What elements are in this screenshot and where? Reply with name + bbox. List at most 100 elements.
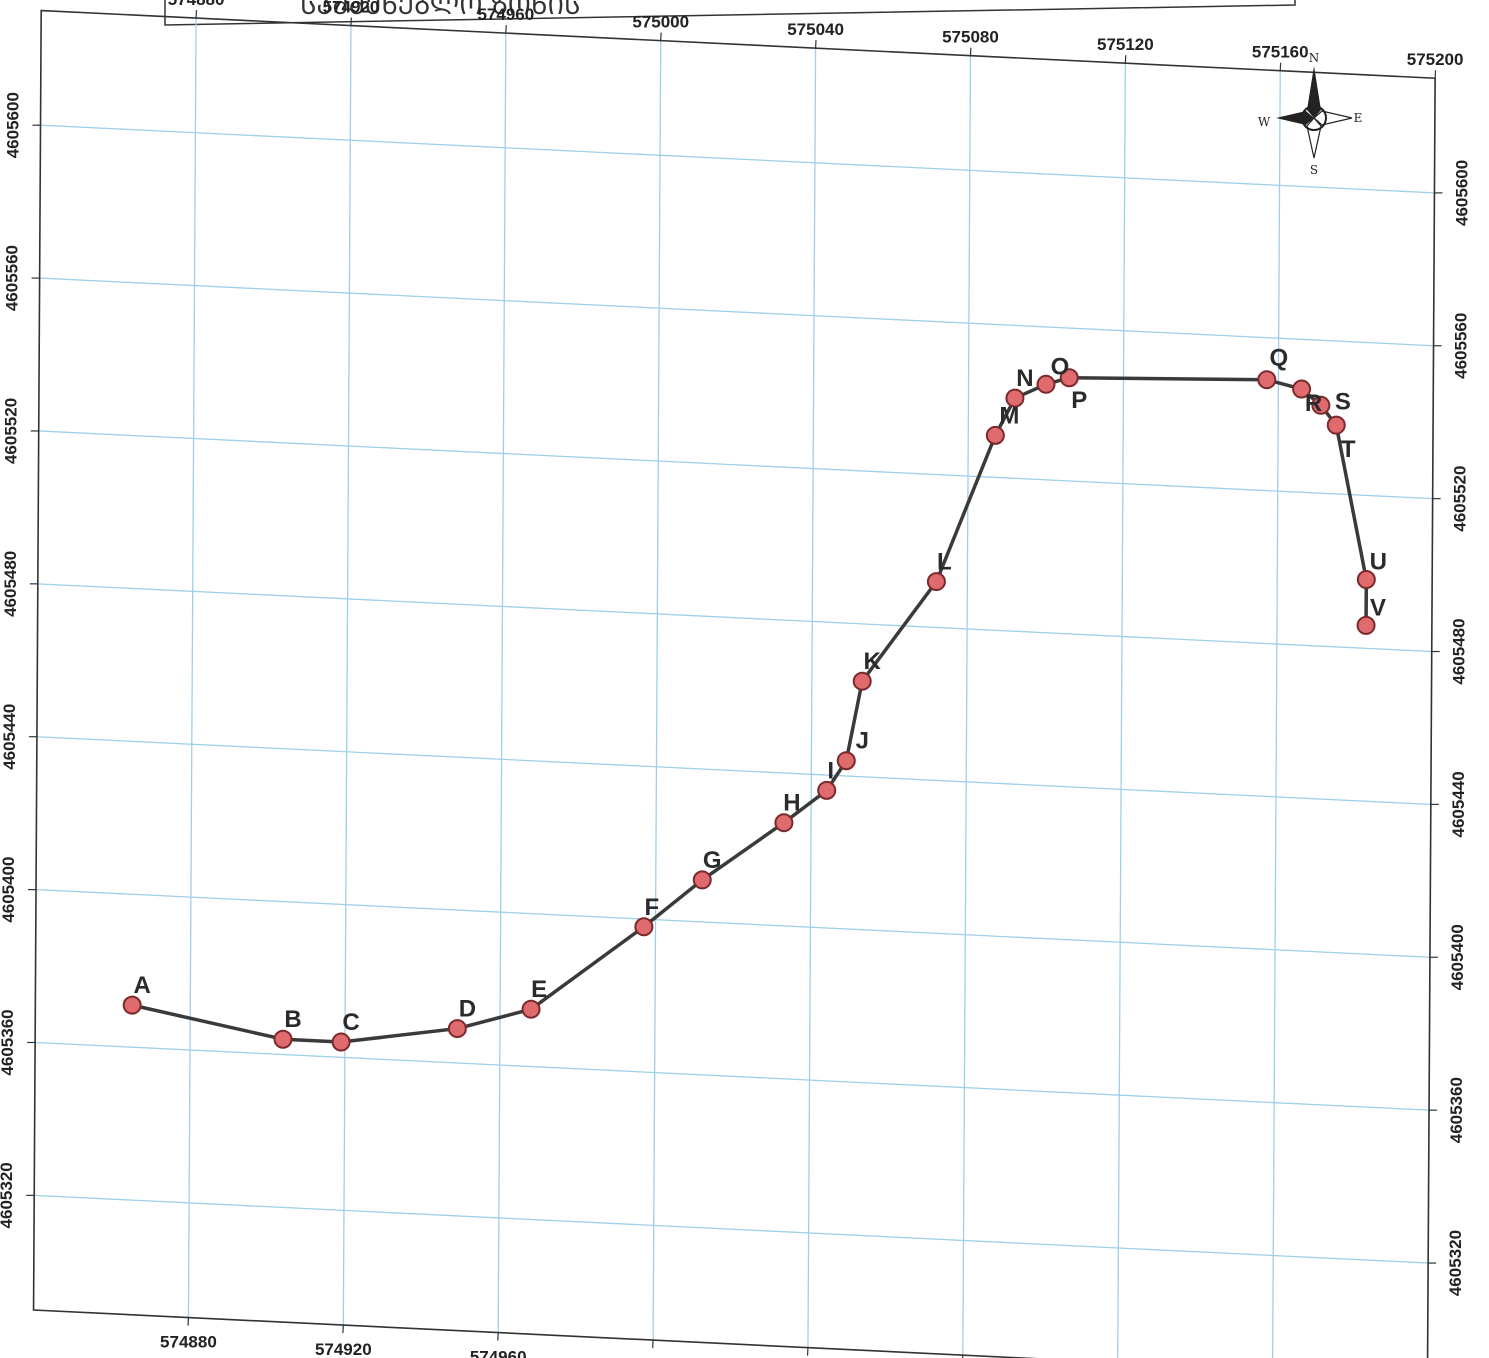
compass-label-w: W bbox=[1258, 115, 1271, 129]
compass-label-n: N bbox=[1309, 51, 1320, 65]
route-point-r bbox=[1292, 379, 1312, 399]
y-tick-label-right: 4605400 bbox=[1448, 924, 1467, 990]
route-line bbox=[131, 376, 1369, 1044]
route-point-p bbox=[1059, 368, 1079, 388]
grid-line-x bbox=[1272, 70, 1281, 1358]
point-label-h: H bbox=[783, 790, 800, 817]
x-tick-label-bottom: 574920 bbox=[315, 1340, 372, 1358]
grid-lines bbox=[34, 18, 1436, 1358]
point-label-u: U bbox=[1370, 549, 1387, 576]
grid-line-x bbox=[652, 40, 662, 1341]
point-label-a: A bbox=[133, 972, 150, 999]
y-tick-label-left: 4605560 bbox=[3, 245, 22, 311]
grid-line-y bbox=[40, 124, 1435, 194]
title-box-border bbox=[164, 0, 1296, 26]
route-point-j bbox=[836, 751, 856, 771]
grid-line-y bbox=[36, 736, 1431, 806]
north-arrow: N S E W bbox=[1258, 51, 1363, 177]
point-label-d: D bbox=[459, 996, 476, 1023]
point-label-c: C bbox=[342, 1009, 359, 1036]
point-label-j: J bbox=[856, 728, 869, 755]
y-tick-label-left: 4605480 bbox=[1, 551, 20, 617]
frame-border bbox=[32, 9, 1436, 1358]
route-point-k bbox=[852, 671, 872, 691]
title-box: ᲡᲐᲛᲨᲔᲜᲔᲑᲚᲝ ᲖᲝᲜᲘᲡ bbox=[164, 0, 1296, 26]
compass-label-s: S bbox=[1310, 163, 1318, 177]
grid-line-x bbox=[962, 55, 972, 1356]
route-point-g bbox=[692, 870, 712, 890]
grid-line-x bbox=[807, 48, 817, 1348]
route-point-u bbox=[1356, 570, 1376, 590]
route-point-o bbox=[1036, 374, 1056, 394]
y-tick-label-right: 4605360 bbox=[1447, 1077, 1466, 1143]
grid-line-x bbox=[187, 18, 197, 1318]
grid-line-x bbox=[497, 33, 507, 1333]
grid-line-x bbox=[1117, 63, 1127, 1358]
route-point-n bbox=[1005, 388, 1025, 408]
y-tick-label-left: 4605400 bbox=[0, 857, 18, 923]
y-tick-label-left: 4605520 bbox=[2, 398, 21, 464]
map-frame bbox=[32, 9, 1436, 1358]
y-tick-label-left: 4605440 bbox=[0, 704, 19, 770]
point-label-v: V bbox=[1370, 594, 1386, 621]
grid-line-x bbox=[342, 25, 352, 1326]
grid-line-y bbox=[35, 1041, 1430, 1111]
route-point-v bbox=[1356, 615, 1376, 635]
grid-line-y bbox=[34, 1194, 1429, 1264]
x-tick-label-top: 575120 bbox=[1097, 35, 1154, 54]
point-label-e: E bbox=[531, 976, 547, 1003]
x-tick-label-top: 575160 bbox=[1252, 43, 1309, 62]
compass-needle-n bbox=[1307, 66, 1321, 118]
grid-line-y bbox=[35, 888, 1430, 958]
y-tick-label-right: 4605440 bbox=[1449, 771, 1468, 837]
compass-ring bbox=[1301, 105, 1327, 131]
route-point-q bbox=[1257, 370, 1277, 390]
route-point-a bbox=[122, 995, 142, 1015]
x-tick-label-top: 574920 bbox=[323, 0, 380, 17]
x-tick-label-bottom: 575000 bbox=[625, 1355, 682, 1358]
route-point-h bbox=[774, 813, 794, 833]
route-point-e bbox=[521, 999, 541, 1019]
point-labels: A B C D E F G HIJ K L MN OP QR ST UV bbox=[133, 345, 1386, 1036]
y-tick-label-right: 4605600 bbox=[1452, 160, 1471, 226]
route-point-s bbox=[1311, 395, 1331, 415]
point-label-q: Q bbox=[1269, 345, 1288, 372]
point-label-f: F bbox=[645, 894, 660, 921]
route-point-t bbox=[1326, 415, 1346, 435]
x-tick-label-top: 575000 bbox=[632, 13, 689, 32]
x-tick-label-bottom: 574960 bbox=[470, 1348, 527, 1358]
x-tick-label-top: 574880 bbox=[168, 0, 225, 9]
point-label-o: O bbox=[1051, 353, 1070, 380]
compass-needle-s bbox=[1306, 117, 1322, 159]
route-point-i bbox=[817, 780, 837, 800]
y-tick-label-right: 4605320 bbox=[1446, 1230, 1465, 1296]
point-label-l: L bbox=[937, 549, 952, 576]
title-fragment: ᲡᲐᲛᲨᲔᲜᲔᲑᲚᲝ ᲖᲝᲜᲘᲡ bbox=[300, 0, 581, 21]
grid-line-y bbox=[39, 277, 1434, 347]
route-point-d bbox=[447, 1019, 467, 1039]
y-tick-label-left: 4605600 bbox=[4, 92, 23, 158]
compass-needle-e bbox=[1313, 110, 1353, 126]
route-point-l bbox=[926, 572, 946, 592]
compass-needle-w bbox=[1276, 111, 1314, 125]
point-label-k: K bbox=[864, 648, 882, 675]
compass-label-e: E bbox=[1354, 111, 1363, 125]
point-label-n: N bbox=[1016, 365, 1033, 392]
point-label-i: I bbox=[827, 757, 834, 784]
y-tick-label-right: 4605520 bbox=[1451, 466, 1470, 532]
x-tick-label-top: 575040 bbox=[787, 20, 844, 39]
point-label-t: T bbox=[1341, 436, 1356, 463]
grid-line-y bbox=[38, 430, 1433, 500]
point-label-g: G bbox=[703, 847, 722, 874]
route-point-m bbox=[985, 425, 1005, 445]
y-tick-label-right: 4605560 bbox=[1452, 313, 1471, 379]
x-tick-label-top: 574960 bbox=[477, 5, 534, 24]
y-tick-label-left: 4605360 bbox=[0, 1009, 17, 1075]
x-tick-label-top: 575200 bbox=[1407, 50, 1464, 69]
point-label-b: B bbox=[284, 1006, 301, 1033]
route-point-f bbox=[634, 917, 654, 937]
x-tick-label-top: 575080 bbox=[942, 28, 999, 47]
point-label-m: M bbox=[999, 402, 1019, 429]
